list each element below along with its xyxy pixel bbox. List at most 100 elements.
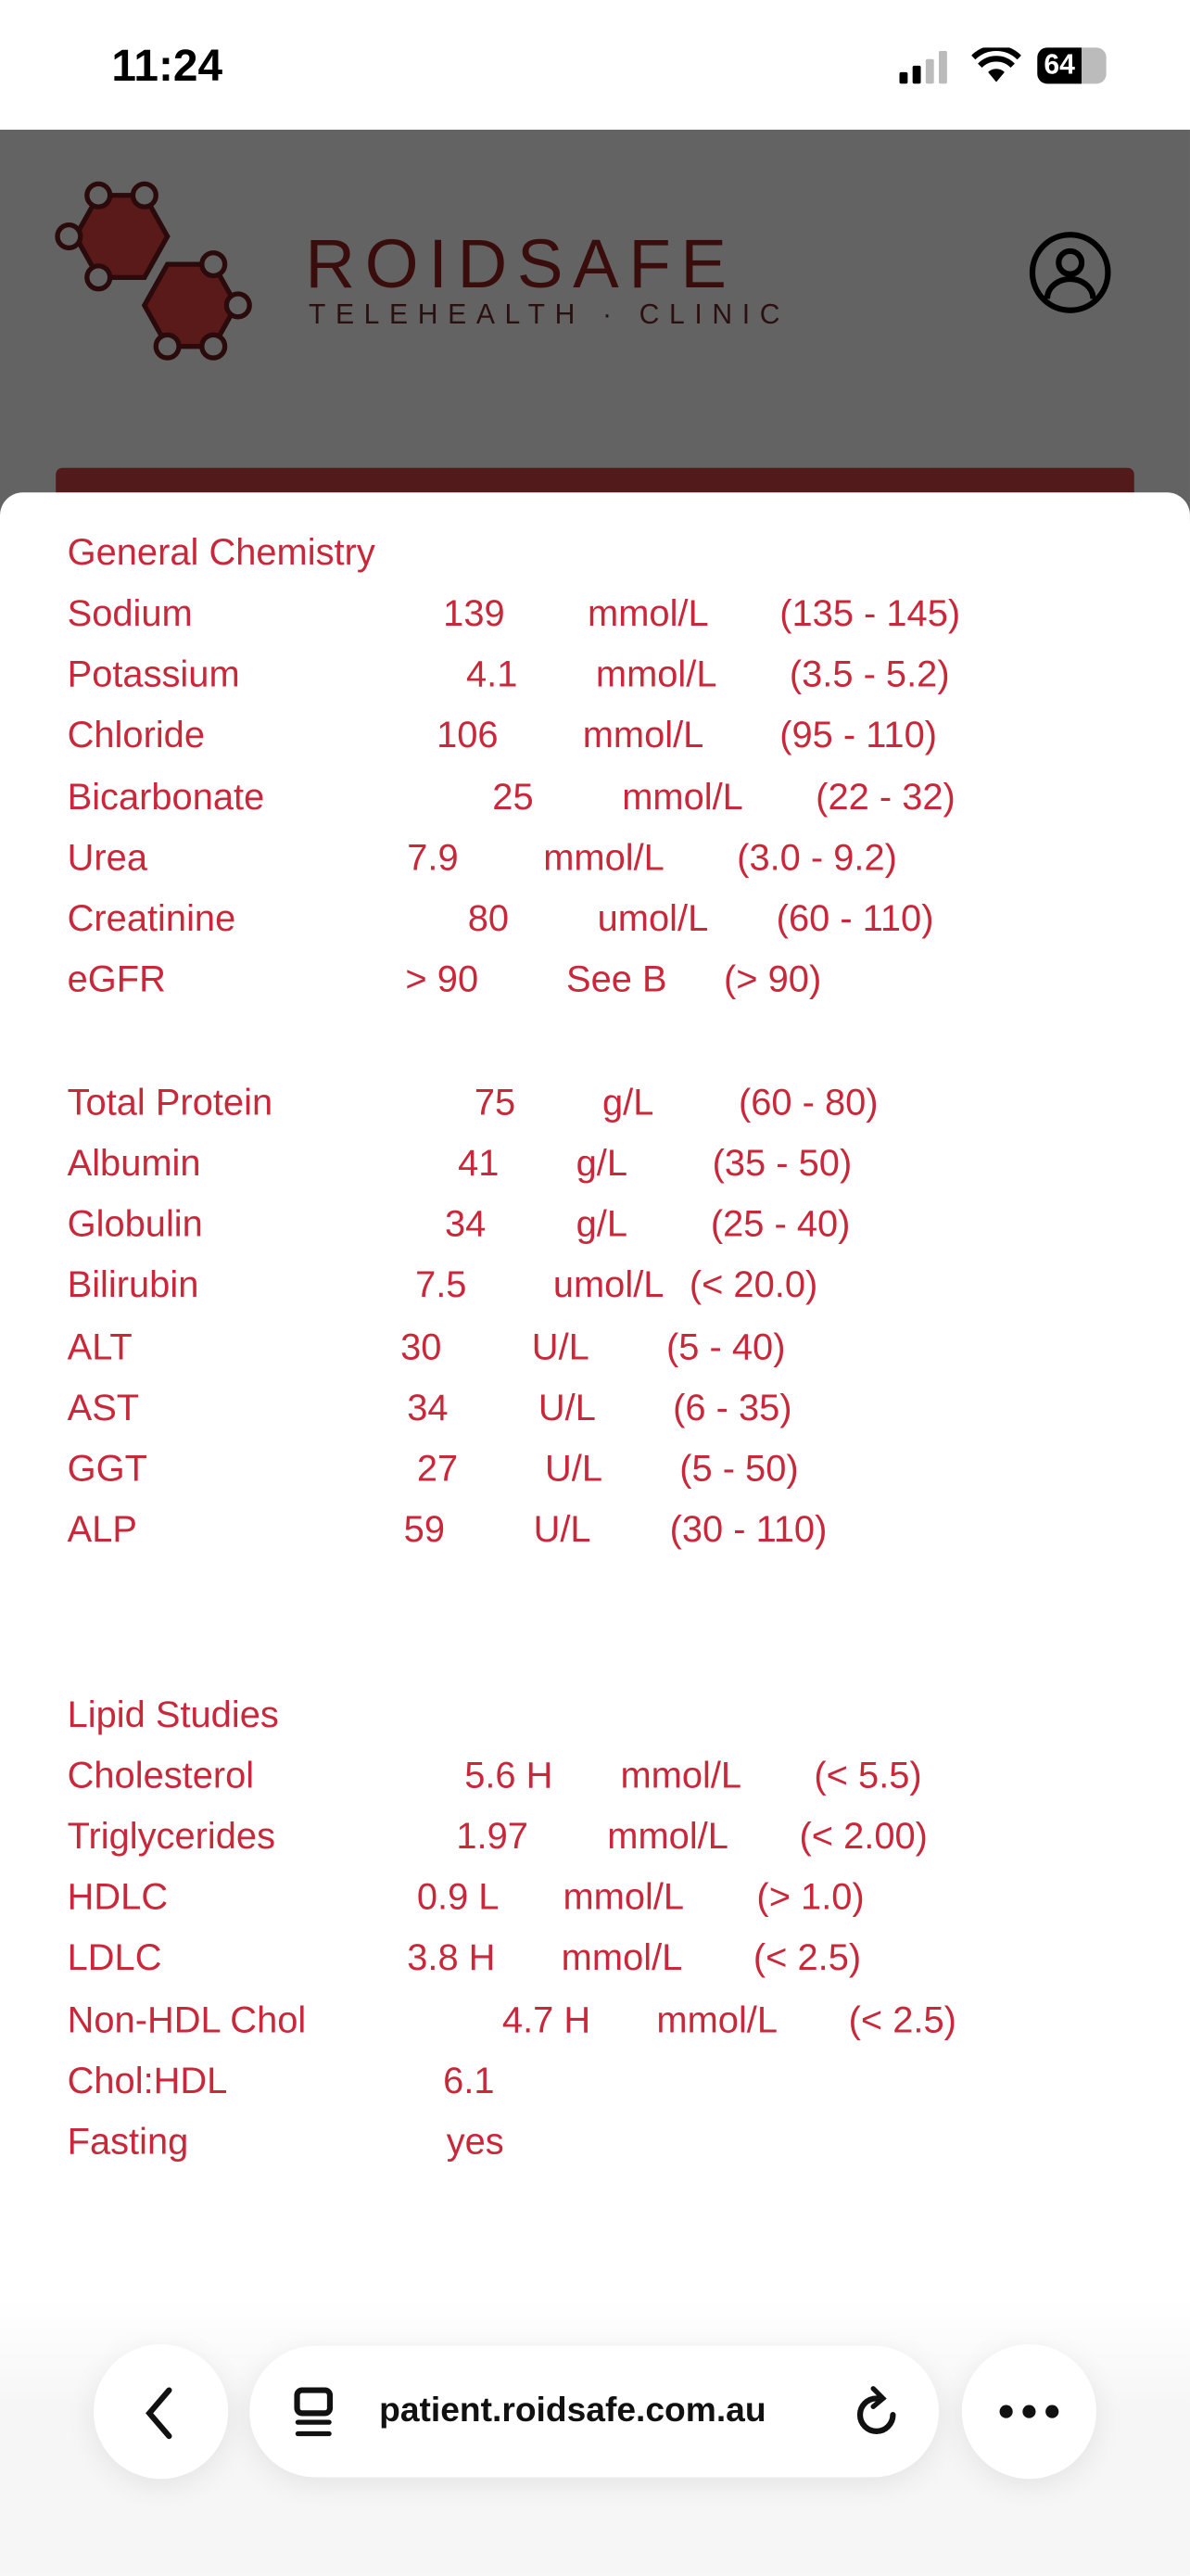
test-unit: g/L [601,1082,654,1123]
reference-range: (> 90) [724,958,822,1000]
test-name: Urea [67,837,148,879]
test-unit: mmol/L [620,1755,742,1796]
reference-range: (6 - 35) [673,1387,792,1428]
test-name: ALP [67,1508,137,1550]
test-unit: mmol/L [563,1876,685,1918]
test-value: 25 [492,776,534,818]
test-unit: umol/L [597,897,709,940]
reference-range: (30 - 110) [669,1508,828,1550]
test-unit: mmol/L [656,1999,779,2041]
test-unit: U/L [544,1448,602,1490]
test-value: 106 [437,714,499,755]
reference-range: (60 - 80) [738,1082,879,1123]
reference-range: (> 1.0) [756,1876,865,1918]
test-value: 6.1 [443,2060,495,2101]
reference-range: (35 - 50) [712,1142,853,1184]
address-bar[interactable] [249,2345,940,2478]
test-value: yes [446,2121,504,2163]
test-name: Creatinine [67,897,236,940]
test-value: 34 [444,1203,487,1245]
reference-range: (< 2.5) [753,1936,862,1979]
reference-range: (22 - 32) [816,776,956,818]
test-name: Fasting [67,2121,189,2163]
test-value: 34 [407,1387,449,1428]
test-value: 139 [443,592,505,634]
test-value: 5.6 H [464,1755,553,1796]
test-unit: mmol/L [543,837,665,879]
test-name: Triglycerides [67,1815,276,1858]
clock: 11:24 [111,41,223,91]
test-unit: U/L [533,1508,591,1550]
test-value: 4.7 H [501,1999,591,2041]
test-name: GGT [67,1448,147,1490]
reference-range: (135 - 145) [779,592,961,634]
test-value: 7.5 [415,1263,467,1305]
test-unit: mmol/L [595,653,717,695]
test-unit: mmol/L [607,1815,728,1858]
test-name: LDLC [67,1936,162,1979]
test-value: 0.9 L [416,1876,500,1918]
status-bar: 11:24 64 [0,0,1190,130]
test-name: Potassium [67,653,240,695]
test-unit: mmol/L [588,592,709,634]
test-unit: mmol/L [622,776,743,818]
test-value: 4.1 [465,653,518,695]
test-name: AST [67,1387,140,1428]
battery-indicator: 64 [1037,47,1107,84]
brand-name: ROIDSAFE [305,224,737,302]
tab-overview-icon [294,2387,334,2437]
test-value: 1.97 [456,1815,528,1858]
test-value: 7.9 [407,837,459,879]
test-name: HDLC [67,1876,169,1918]
wifi-icon [971,47,1021,82]
reload-icon[interactable] [854,2385,903,2438]
dimmed-page-header: ROIDSAFE TELEHEALTH · CLINIC [0,129,1190,524]
test-value: > 90 [405,958,479,1000]
signal-icon [899,50,947,84]
reference-range: (< 2.5) [848,1999,956,2041]
reference-range: (3.0 - 9.2) [737,837,897,879]
logo-icon [55,181,252,361]
brand-tagline: TELEHEALTH · CLINIC [308,298,791,330]
reference-range: (25 - 40) [710,1203,851,1245]
test-name: Bicarbonate [67,776,265,818]
back-icon [146,2387,172,2440]
lab-results-sheet [0,492,1190,2576]
test-unit: umol/L [552,1263,665,1305]
test-unit: mmol/L [561,1936,683,1979]
test-value: 27 [416,1448,459,1490]
test-value: 59 [403,1508,445,1550]
test-unit: g/L [576,1142,628,1184]
test-value: 30 [400,1326,442,1368]
more-button[interactable] [961,2343,1097,2480]
test-name: eGFR [67,958,166,1000]
test-value: 3.8 H [407,1936,496,1979]
reference-range: (3.5 - 5.2) [789,653,950,695]
reference-range: (< 5.5) [814,1755,922,1796]
section-title: General Chemistry [67,531,375,574]
back-button[interactable] [93,2343,229,2480]
reference-range: (< 2.00) [799,1815,928,1858]
test-unit: U/L [538,1387,596,1428]
test-name: Non-HDL Chol [67,1999,307,2041]
test-name: Chloride [67,714,206,755]
test-value: 80 [467,897,510,940]
test-value: 75 [474,1082,516,1123]
test-name: Sodium [67,592,193,634]
test-name: ALT [67,1326,133,1368]
test-name: Bilirubin [67,1263,199,1305]
more-icon [999,2405,1059,2418]
test-value: 41 [458,1142,500,1184]
test-name: Cholesterol [67,1755,255,1796]
url-text[interactable]: patient.roidsafe.com.au [379,2392,766,2430]
account-icon[interactable] [1028,230,1113,315]
test-unit: See B [565,958,667,1000]
reference-range: (< 20.0) [689,1263,818,1305]
test-unit: U/L [531,1326,589,1368]
reference-range: (60 - 110) [776,897,934,940]
test-name: Chol:HDL [67,2060,228,2101]
test-name: Globulin [67,1203,203,1245]
section-title: Lipid Studies [67,1694,279,1735]
test-unit: mmol/L [582,714,704,755]
test-unit: g/L [576,1203,628,1245]
